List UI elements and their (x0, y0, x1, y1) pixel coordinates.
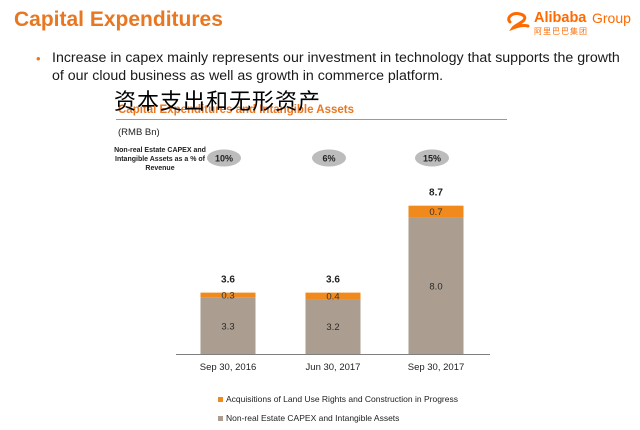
bar-total-label: 8.7 (429, 188, 443, 199)
percent-badge (207, 149, 241, 167)
percent-of-revenue-label: Non-real Estate CAPEX and Intangible Ass… (114, 147, 206, 172)
page-title: Capital Expenditures (14, 8, 223, 31)
logo-group-text: Group (592, 10, 631, 26)
bar-segment-non-real-estate (408, 217, 464, 354)
alibaba-logo: Alibaba Group 阿里巴巴集团 (504, 6, 632, 36)
segment-value-label: 0.4 (326, 292, 339, 303)
legend-swatch-non-real-estate (218, 416, 223, 422)
segment-value-label: 8.0 (429, 281, 442, 292)
bar-segment-acquisitions (200, 292, 256, 298)
bar-segment-non-real-estate (305, 299, 361, 354)
chart-title-underline (116, 119, 507, 120)
chinese-overlay-title: 资本支出和无形资产 (114, 90, 322, 115)
percent-badge (312, 149, 346, 167)
legend-item-non-real-estate: Non-real Estate CAPEX and Intangible Ass… (218, 413, 399, 423)
bar-total-label: 3.6 (221, 275, 235, 286)
x-tick-label: Jun 30, 2017 (306, 362, 361, 373)
legend-swatch-acquisitions (218, 397, 223, 403)
percent-badge-label: 6% (322, 154, 335, 164)
segment-value-label: 3.3 (221, 321, 234, 332)
segment-value-label: 0.7 (429, 207, 442, 218)
units-label: (RMB Bn) (118, 127, 160, 138)
legend-item-acquisitions: Acquisitions of Land Use Rights and Cons… (218, 394, 458, 404)
legend-label-non-real-estate: Non-real Estate CAPEX and Intangible Ass… (226, 413, 400, 423)
logo-chinese-text: 阿里巴巴集团 (534, 27, 588, 36)
x-tick-label: Sep 30, 2017 (408, 362, 465, 373)
bar-total-label: 3.6 (326, 275, 340, 286)
segment-value-label: 3.2 (326, 322, 339, 333)
chart-title: Capital Expenditures and Intangible Asse… (118, 104, 355, 116)
x-tick-label: Sep 30, 2016 (200, 362, 257, 373)
bar-segment-acquisitions (408, 205, 464, 218)
legend-label-acquisitions: Acquisitions of Land Use Rights and Cons… (226, 394, 458, 404)
alibaba-logo-icon (507, 12, 530, 32)
bar-segment-non-real-estate (200, 297, 256, 354)
bullet-marker: • (36, 51, 41, 66)
bullet-text: Increase in capex mainly represents our … (52, 50, 620, 84)
logo-wordmark: Alibaba (534, 10, 587, 26)
percent-badge-label: 10% (215, 154, 233, 164)
percent-badge (415, 149, 449, 167)
segment-value-label: 0.3 (221, 291, 234, 302)
percent-badge-label: 15% (423, 154, 441, 164)
bar-segment-acquisitions (305, 292, 361, 300)
